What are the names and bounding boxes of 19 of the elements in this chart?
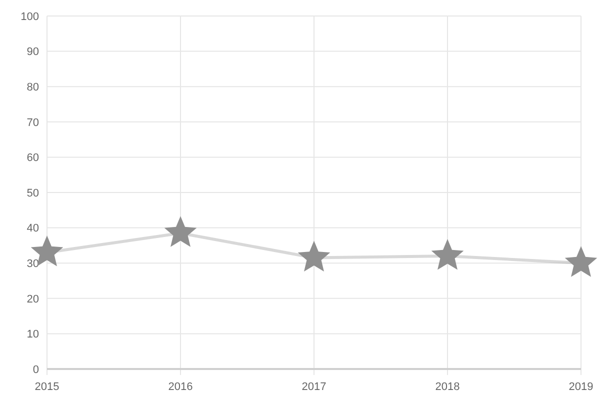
x-tick-label: 2016 — [168, 381, 193, 393]
y-tick-label: 50 — [26, 187, 39, 200]
y-tick-label: 70 — [26, 116, 39, 129]
x-tick-label: 2015 — [34, 381, 60, 393]
y-tick-label: 100 — [20, 10, 39, 23]
point — [564, 246, 598, 277]
x-tick-label: 2018 — [435, 381, 460, 393]
x-tick-label: 2017 — [302, 381, 326, 393]
y-tick-label: 40 — [26, 222, 39, 235]
y-tick-label: 80 — [26, 81, 39, 94]
y-tick-label: 10 — [26, 328, 39, 341]
point — [298, 240, 330, 272]
y-tick-label: 60 — [26, 152, 39, 164]
y-tick-label: 20 — [26, 293, 39, 306]
y-tick-label: 90 — [26, 46, 39, 58]
point — [164, 216, 197, 247]
x-tick-label: 2019 — [568, 381, 594, 393]
y-tick-label: 0 — [32, 364, 39, 376]
point — [431, 239, 464, 270]
